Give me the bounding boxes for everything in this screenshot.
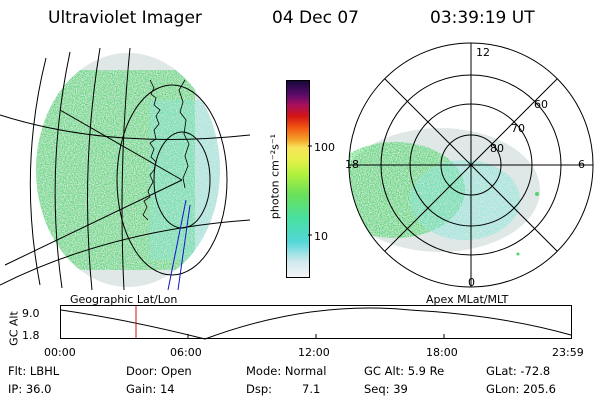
mlat-label-60: 60: [534, 98, 548, 111]
ip-status: IP: 36.0: [8, 382, 52, 396]
altitude-curve: [60, 307, 572, 340]
altitude-ytick-min: 1.8: [22, 329, 40, 342]
gc-alt-status: GC Alt: 5.9 Re: [364, 364, 445, 378]
time-tick-2359: 23:59: [552, 346, 584, 359]
coastline-2: [178, 79, 190, 189]
altitude-ylabel: GC Alt: [7, 311, 21, 346]
polar-dot: [516, 252, 520, 256]
mode-status: Mode: Normal: [246, 364, 327, 378]
polar-plot: [348, 42, 594, 288]
time-tick-1800: 18:00: [426, 346, 458, 359]
date-label: 04 Dec 07: [272, 8, 359, 28]
mlt-label-6: 6: [578, 158, 585, 171]
colorbar-axis: [308, 145, 312, 236]
altitude-plot: [60, 305, 572, 340]
mlt-label-12: 12: [476, 46, 490, 59]
mlat-label-70: 70: [511, 122, 525, 135]
glat-status: GLat: -72.8: [486, 364, 551, 378]
mlat-label-80: 80: [490, 142, 504, 155]
polar-dot: [535, 192, 539, 196]
altitude-ytick-max: 9.0: [22, 307, 40, 320]
time-tick-0000: 00:00: [44, 346, 76, 359]
colorbar-tick-10: 10: [314, 230, 328, 243]
coastline: [142, 79, 161, 221]
geographic-panel-label: Geographic Lat/Lon: [70, 293, 178, 306]
dsp-label: Dsp:: [246, 382, 273, 396]
colorbar: [286, 80, 310, 278]
satellite-track: [167, 199, 191, 290]
seq-status: Seq: 39: [364, 382, 408, 396]
gain-status: Gain: 14: [126, 382, 175, 396]
apex-panel-label: Apex MLat/MLT: [426, 293, 509, 306]
mlt-label-0: 0: [468, 276, 475, 289]
time-tick-1200: 12:00: [298, 346, 330, 359]
filter-status: Flt: LBHL: [8, 364, 60, 378]
polar-grid: [348, 42, 594, 288]
mlt-label-18: 18: [345, 158, 359, 171]
altitude-frame: [60, 305, 572, 339]
geographic-map: [0, 47, 250, 290]
polar-aurora-image: [349, 128, 540, 252]
glon-status: GLon: 205.6: [486, 382, 556, 396]
time-label: 03:39:19 UT: [430, 8, 535, 28]
dsp-value: 7.1: [302, 382, 321, 396]
instrument-title: Ultraviolet Imager: [48, 8, 202, 28]
colorbar-unit-label: photon cm⁻²s⁻¹: [268, 133, 282, 220]
door-status: Door: Open: [126, 364, 192, 378]
geo-grid: [0, 47, 250, 290]
colorbar-tick-100: 100: [314, 141, 335, 154]
time-tick-0600: 06:00: [170, 346, 202, 359]
geo-aurora-image: [36, 53, 220, 287]
